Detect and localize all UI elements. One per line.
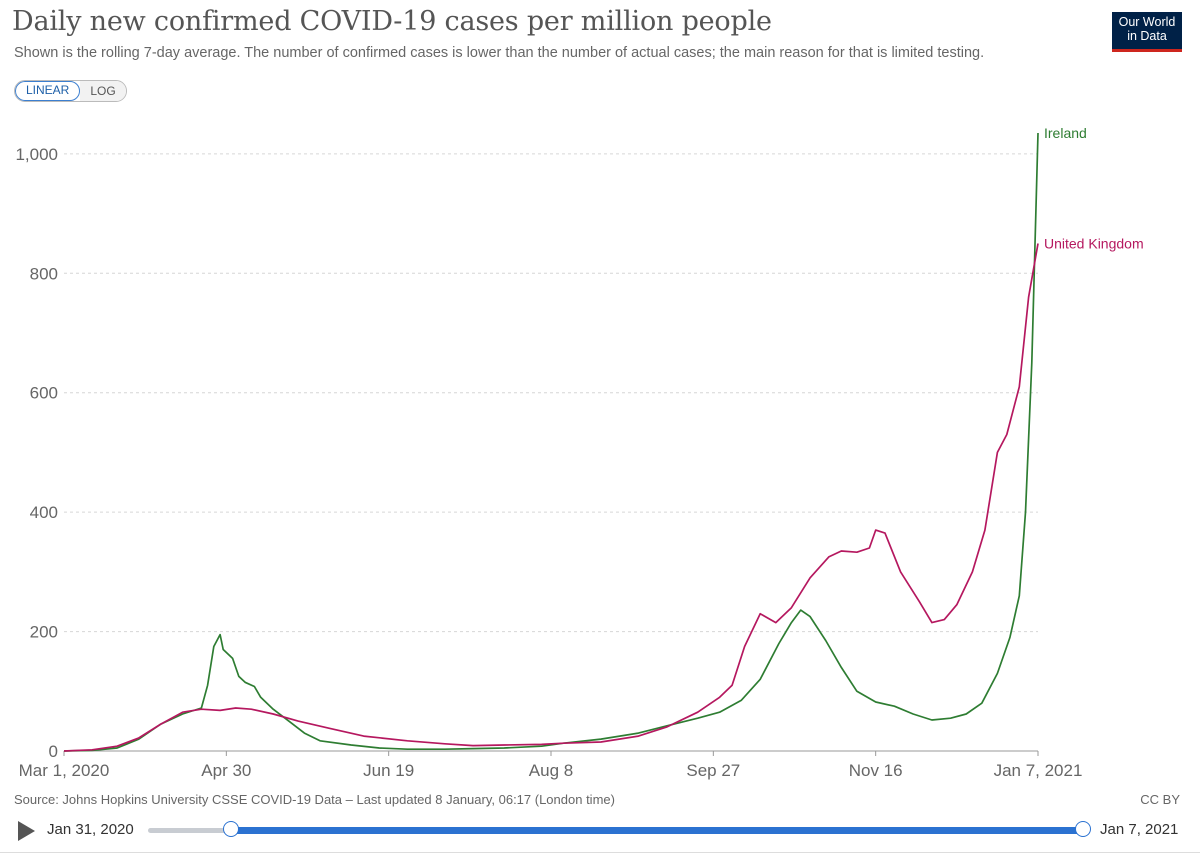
y-tick-label: 1,000 [15,145,58,164]
chart-subtitle: Shown is the rolling 7-day average. The … [14,45,985,61]
log-scale-button[interactable]: LOG [80,81,126,101]
play-icon[interactable] [18,821,35,841]
x-tick-label: Nov 16 [849,761,903,780]
linear-scale-button[interactable]: LINEAR [15,81,81,101]
x-tick-label: Jun 19 [363,761,414,780]
series-label-united-kingdom: United Kingdom [1044,235,1144,251]
chart-title: Daily new confirmed COVID-19 cases per m… [12,6,772,37]
timeline-end-label: Jan 7, 2021 [1100,821,1179,838]
x-tick-label: Aug 8 [529,761,573,780]
scale-toggle: LINEAR LOG [14,80,127,102]
y-tick-label: 400 [30,503,58,522]
series-line-ireland [63,132,1039,752]
y-tick-label: 0 [49,742,58,761]
timeline-track-inactive[interactable] [148,828,232,833]
owid-logo[interactable]: Our World in Data [1112,12,1182,52]
logo-line-1: Our World [1118,15,1176,29]
y-tick-label: 800 [30,264,58,283]
x-tick-label: Jan 7, 2021 [994,761,1083,780]
x-tick-label: Mar 1, 2020 [19,761,110,780]
divider [0,852,1200,853]
timeline-start-handle[interactable] [223,821,239,837]
series-line-united-kingdom [63,243,1039,752]
timeline-slider: Jan 31, 2020 Jan 7, 2021 [0,812,1200,855]
timeline-start-label: Jan 31, 2020 [47,821,134,838]
series-label-ireland: Ireland [1044,125,1087,141]
timeline-track-selected[interactable] [231,827,1083,834]
x-tick-label: Apr 30 [201,761,251,780]
x-tick-label: Sep 27 [686,761,740,780]
source-note[interactable]: Source: Johns Hopkins University CSSE CO… [14,792,615,807]
y-tick-label: 600 [30,384,58,403]
license-link[interactable]: CC BY [1140,792,1180,807]
y-tick-label: 200 [30,623,58,642]
line-chart: 0 200 400 600 800 1,000 Mar 1, 2020 Apr 30 Jun 1… [15,125,1144,780]
timeline-end-handle[interactable] [1075,821,1091,837]
logo-line-2: in Data [1127,29,1167,43]
